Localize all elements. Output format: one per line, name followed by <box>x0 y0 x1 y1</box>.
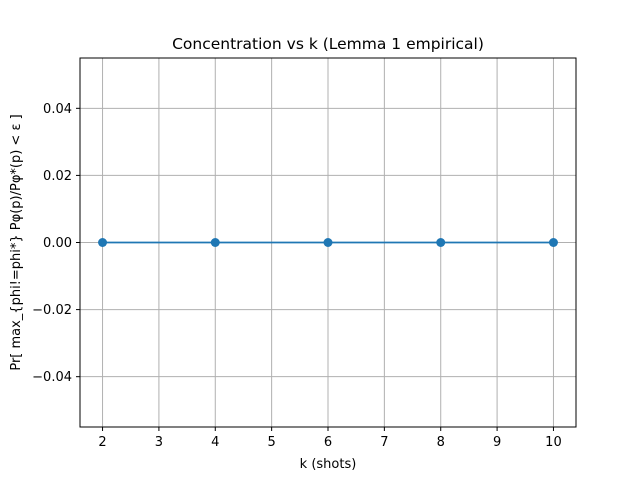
x-tick-label: 10 <box>545 435 562 450</box>
x-axis-label: k (shots) <box>300 457 357 472</box>
data-point <box>210 238 220 247</box>
y-tick-label: 0.00 <box>43 236 72 251</box>
data-point <box>548 238 558 247</box>
y-axis-label: Pr[ max_{phi!=phi*} Pφ(p)/Pφ*(p) < ε ] <box>9 114 24 370</box>
y-tick-label: −0.02 <box>32 303 72 318</box>
data-point <box>436 238 446 247</box>
y-tick-label: 0.04 <box>43 102 72 117</box>
x-tick-label: 4 <box>211 435 219 450</box>
x-tick-label: 6 <box>324 435 332 450</box>
x-tick-label: 9 <box>493 435 501 450</box>
data-point <box>98 238 108 247</box>
x-tick-label: 2 <box>98 435 106 450</box>
axis-ticks: 2 3 4 5 6 7 8 9 10 −0.04 −0.02 0.00 0.02 0.04 <box>32 102 562 450</box>
x-tick-label: 8 <box>437 435 445 450</box>
data-point <box>323 238 333 247</box>
x-tick-label: 7 <box>380 435 388 450</box>
y-tick-label: 0.02 <box>43 169 72 184</box>
x-tick-label: 5 <box>267 435 275 450</box>
x-tick-label: 3 <box>155 435 163 450</box>
y-tick-label: −0.04 <box>32 370 72 385</box>
data-series <box>98 238 558 247</box>
chart-title: Concentration vs k (Lemma 1 empirical) <box>172 35 484 53</box>
